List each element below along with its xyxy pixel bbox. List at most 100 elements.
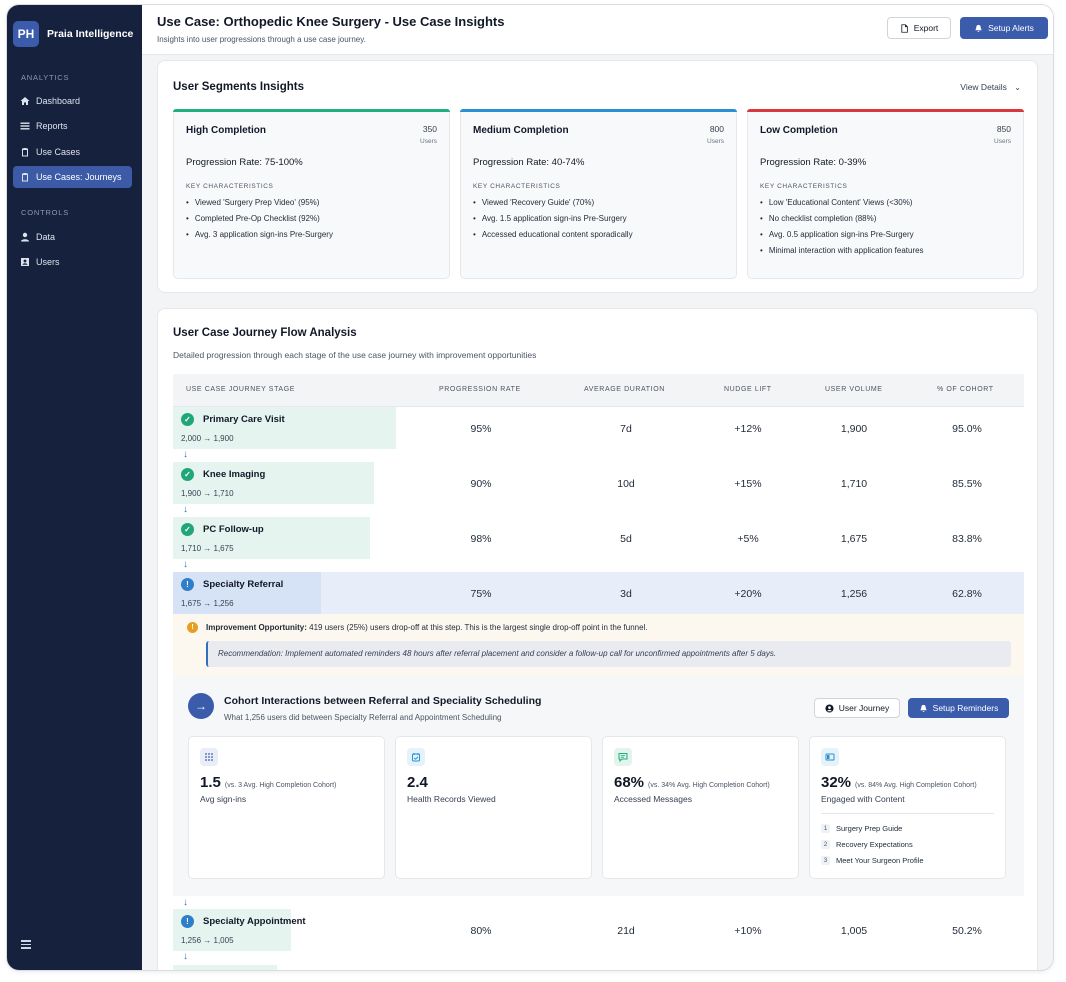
- sidebar-item-use-cases[interactable]: Use Cases: [13, 141, 132, 163]
- average-duration: 3d: [620, 588, 632, 600]
- page-header: Use Case: Orthopedic Knee Surgery - Use …: [142, 5, 1053, 55]
- metric-value: 68% (vs. 34% Avg. High Completion Cohort): [614, 774, 770, 791]
- column-header: NUDGE LIFT: [724, 386, 772, 393]
- stage-progress-fill: [173, 407, 396, 449]
- stage-volume: 1,900 → 1,710: [181, 489, 234, 498]
- main-content: User Segments Insights View Details ⌄ Hi…: [142, 55, 1053, 970]
- page-subtitle: Insights into user progressions through …: [157, 35, 366, 44]
- nudge-lift: +5%: [737, 533, 759, 545]
- bell-icon: [920, 704, 927, 712]
- column-header: USE CASE JOURNEY STAGE: [186, 386, 296, 393]
- nudge-lift: +20%: [734, 588, 762, 600]
- segment-kc-label: KEY CHARACTERISTICS: [473, 183, 561, 190]
- sidebar-item-dashboard[interactable]: Dashboard: [13, 90, 132, 112]
- volume-from: 1,710: [181, 544, 202, 553]
- nudge-lift: +10%: [734, 925, 762, 937]
- list-item: Viewed 'Recovery Guide' (70%): [473, 198, 633, 207]
- sidebar-item-reports[interactable]: Reports: [13, 115, 132, 137]
- export-button[interactable]: Export: [887, 17, 951, 39]
- segment-name: Medium Completion: [473, 125, 569, 136]
- list-item[interactable]: 3 Meet Your Surgeon Profile: [821, 856, 924, 865]
- volume-from: 1,256: [181, 936, 202, 945]
- calendar-icon: [407, 748, 425, 766]
- sidebar-item-label: Data: [36, 232, 56, 242]
- app-window: PH Praia Intelligence ANALYTICS Dashboar…: [7, 5, 1053, 970]
- list-item: No checklist completion (88%): [760, 214, 924, 223]
- brand-logo: PH: [13, 21, 39, 47]
- sidebar-item-label: Use Cases: Journeys: [36, 172, 122, 182]
- table-row[interactable]: ! Specialty Referral 1,675 → 1,256 75% 3…: [173, 572, 1024, 614]
- setup-reminders-button[interactable]: Setup Reminders: [908, 698, 1009, 718]
- user-circle-icon: [825, 703, 834, 713]
- arrow-right-icon: →: [203, 544, 212, 553]
- metric-comparison: (vs. 34% Avg. High Completion Cohort): [648, 782, 770, 789]
- sidebar-item-label: Reports: [36, 121, 68, 131]
- menu-toggle-icon[interactable]: [21, 940, 31, 949]
- segment-users-label: Users: [707, 138, 724, 145]
- list-item[interactable]: 1 Surgery Prep Guide: [821, 824, 924, 833]
- sidebar-item-use-cases-journeys[interactable]: Use Cases: Journeys: [13, 166, 132, 188]
- arrow-down-icon: ↓: [183, 449, 188, 460]
- sidebar-section-controls: CONTROLS: [21, 208, 70, 217]
- arrow-right-icon: →: [203, 489, 212, 498]
- stage-name: PC Follow-up: [203, 524, 264, 535]
- metric-value: 2.4: [407, 774, 428, 791]
- sidebar-item-data[interactable]: Data: [13, 226, 132, 248]
- segment-card-high[interactable]: High Completion 350 Users Progression Ra…: [173, 109, 450, 279]
- list-item: Viewed 'Surgery Prep Video' (95%): [186, 198, 333, 207]
- volume-from: 1,900: [181, 489, 202, 498]
- metric-card: 32% (vs. 84% Avg. High Completion Cohort)…: [809, 736, 1006, 879]
- bell-icon: [975, 24, 982, 32]
- list-number: 2: [821, 840, 830, 849]
- flow-title: User Case Journey Flow Analysis: [173, 327, 357, 339]
- view-details-button[interactable]: View Details ⌄: [960, 82, 1021, 92]
- metric-value: 32% (vs. 84% Avg. High Completion Cohort): [821, 774, 977, 791]
- content-icon: [821, 748, 839, 766]
- table-row[interactable]: ! Specialty Appointment 1,256 → 1,005 80…: [173, 909, 1024, 951]
- table-row[interactable]: ✓ Primary Care Visit 2,000 → 1,900 95% 7…: [173, 407, 1024, 449]
- volume-to: 1,675: [213, 544, 234, 553]
- list-item[interactable]: 2 Recovery Expectations: [821, 840, 924, 849]
- file-icon: [901, 23, 908, 33]
- progression-rate: 98%: [470, 533, 492, 545]
- sidebar-item-users[interactable]: Users: [13, 251, 132, 273]
- stage-volume: 2,000 → 1,900: [181, 434, 234, 443]
- segment-users-label: Users: [420, 138, 437, 145]
- segment-card-medium[interactable]: Medium Completion 800 Users Progression …: [460, 109, 737, 279]
- progression-rate: 80%: [470, 925, 492, 937]
- average-duration: 7d: [620, 423, 632, 435]
- segment-card-low[interactable]: Low Completion 850 Users Progression Rat…: [747, 109, 1024, 279]
- recommendation: Recommendation: Implement automated remi…: [206, 641, 1011, 667]
- table-row[interactable]: ✓ Knee Imaging 1,900 → 1,710 90% 10d +15…: [173, 462, 1024, 504]
- average-duration: 5d: [620, 533, 632, 545]
- segment-characteristics: Viewed 'Recovery Guide' (70%) Avg. 1.5 a…: [473, 198, 633, 246]
- column-header: PROGRESSION RATE: [439, 386, 521, 393]
- segment-rate: Progression Rate: 0-39%: [760, 157, 867, 168]
- user-volume: 1,710: [840, 478, 868, 490]
- segment-rate: Progression Rate: 75-100%: [186, 157, 303, 168]
- message-icon: [614, 748, 632, 766]
- segment-kc-label: KEY CHARACTERISTICS: [760, 183, 848, 190]
- stage-volume: 1,710 → 1,675: [181, 544, 234, 553]
- list-item: Avg. 1.5 application sign-ins Pre-Surger…: [473, 214, 633, 223]
- setup-alerts-button[interactable]: Setup Alerts: [960, 17, 1048, 39]
- warning-icon: !: [187, 622, 198, 633]
- volume-from: 2,000: [181, 434, 202, 443]
- setup-alerts-label: Setup Alerts: [988, 23, 1034, 33]
- list-item: Minimal interaction with application fea…: [760, 246, 924, 255]
- table-row[interactable]: ✓ PC Follow-up 1,710 → 1,675 98% 5d +5% …: [173, 517, 1024, 559]
- id-card-icon: [21, 258, 29, 266]
- list-text: Surgery Prep Guide: [836, 824, 903, 833]
- metric-label: Accessed Messages: [614, 794, 692, 804]
- user-volume: 1,256: [840, 588, 868, 600]
- table-header: USE CASE JOURNEY STAGE PROGRESSION RATE …: [173, 374, 1024, 407]
- stage-name: Knee Imaging: [203, 469, 266, 480]
- user-journey-button[interactable]: User Journey: [814, 698, 900, 718]
- brand[interactable]: PH Praia Intelligence: [13, 21, 133, 47]
- segment-color-bar: [747, 109, 1024, 112]
- column-header: AVERAGE DURATION: [584, 386, 665, 393]
- metric-card: 68% (vs. 34% Avg. High Completion Cohort)…: [602, 736, 799, 879]
- cohort-subtitle: What 1,256 users did between Specialty R…: [224, 713, 502, 722]
- sidebar-section-analytics: ANALYTICS: [21, 73, 70, 82]
- list-item: Low 'Educational Content' Views (<30%): [760, 198, 924, 207]
